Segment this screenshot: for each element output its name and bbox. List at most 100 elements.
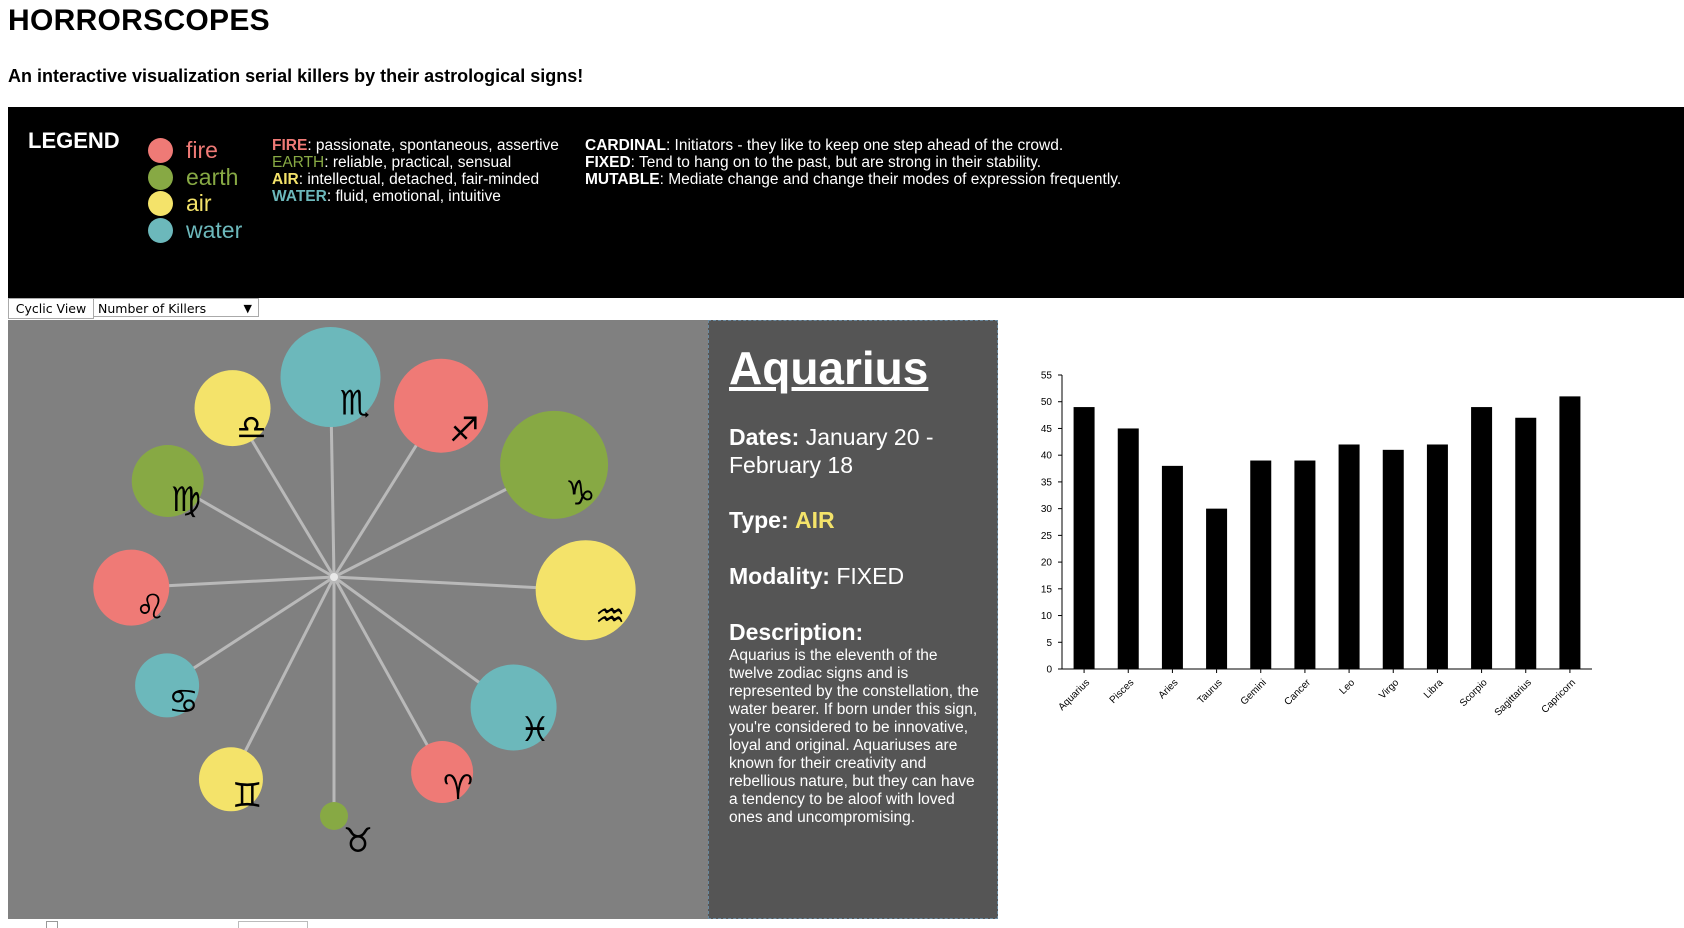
y-tick-label: 45 <box>1041 424 1053 435</box>
sign-circle-cancer[interactable] <box>135 653 200 718</box>
element-desc-water: WATER: fluid, emotional, intuitive <box>272 188 501 205</box>
sign-node-virgo[interactable]: ♍︎ <box>131 445 204 520</box>
earth-dot <box>148 165 173 190</box>
sign-circle-scorpio[interactable] <box>280 327 381 428</box>
bar-leo[interactable] <box>1338 444 1360 669</box>
x-tick-label: Scorpio <box>1458 677 1490 709</box>
sign-node-leo[interactable]: ♌︎ <box>93 549 170 628</box>
bar-virgo[interactable] <box>1382 449 1404 669</box>
sign-circle-aries[interactable] <box>411 741 474 804</box>
y-tick-label: 10 <box>1041 611 1053 622</box>
x-tick-label: Cancer <box>1282 677 1313 708</box>
element-desc-earth: EARTH: reliable, practical, sensual <box>272 154 512 171</box>
metric-select-value: Number of Killers <box>98 301 207 316</box>
y-tick-label: 35 <box>1041 477 1053 488</box>
page-title: HORRORSCOPES <box>8 4 270 37</box>
y-tick-label: 5 <box>1046 638 1052 649</box>
sign-glyph-sagittarius-icon: ♐︎ <box>449 411 479 451</box>
fire-dot <box>148 138 173 163</box>
zodiac-wheel: ♏︎ ♐︎ ♑︎ ♒︎ ♓︎ ♈︎ ♉︎ ♊︎ ♋︎ ♌︎ ♍︎ ♎︎ <box>8 320 708 919</box>
bar-cancer[interactable] <box>1294 460 1316 669</box>
x-tick-label: Capricorn <box>1540 677 1578 715</box>
sign-node-capricorn[interactable]: ♑︎ <box>500 410 609 519</box>
x-tick-label: Pisces <box>1108 677 1137 706</box>
sign-circle-sagittarius[interactable] <box>394 358 489 453</box>
bar-pisces[interactable] <box>1117 428 1139 669</box>
sign-glyph-pisces-icon: ♓︎ <box>520 710 550 750</box>
air-dot <box>148 191 173 216</box>
sign-node-scorpio[interactable]: ♏︎ <box>280 327 381 428</box>
x-tick-label: Gemini <box>1239 677 1269 707</box>
sign-node-aquarius[interactable]: ♒︎ <box>535 540 636 641</box>
legend-label-earth: earth <box>186 164 239 190</box>
sign-circle-aquarius[interactable] <box>535 540 636 641</box>
y-tick-label: 20 <box>1041 558 1053 569</box>
sign-node-aries[interactable]: ♈︎ <box>411 741 473 808</box>
x-tick-label: Taurus <box>1196 677 1225 706</box>
scroll-handle-2 <box>238 921 308 928</box>
sign-node-cancer[interactable]: ♋︎ <box>135 653 200 722</box>
modality-desc-mutable: MUTABLE: Mediate change and change their… <box>585 171 1122 188</box>
sign-node-sagittarius[interactable]: ♐︎ <box>394 358 489 453</box>
sign-info-panel: Aquarius Dates: January 20 - February 18… <box>708 320 998 919</box>
legend-title: LEGEND <box>28 128 120 153</box>
sign-circle-taurus[interactable] <box>320 802 348 830</box>
bar-sagittarius[interactable] <box>1515 417 1537 669</box>
sign-node-libra[interactable]: ♎︎ <box>194 370 271 448</box>
y-tick-label: 0 <box>1046 665 1052 676</box>
y-tick-label: 15 <box>1041 584 1053 595</box>
x-tick-label: Sagittarius <box>1493 677 1534 718</box>
y-tick-label: 25 <box>1041 531 1053 542</box>
sign-circle-capricorn[interactable] <box>500 410 609 519</box>
sign-circle-leo[interactable] <box>93 549 170 626</box>
sign-glyph-leo-icon: ♌︎ <box>135 588 165 628</box>
sign-node-pisces[interactable]: ♓︎ <box>470 664 557 751</box>
metric-select[interactable]: Number of Killers ▼ <box>93 298 259 317</box>
legend-label-air: air <box>186 190 212 216</box>
modality-desc-fixed: FIXED: Tend to hang on to the past, but … <box>585 154 1042 171</box>
wheel-spoke-aries <box>332 576 444 773</box>
bar-libra[interactable] <box>1426 444 1448 669</box>
water-dot <box>148 218 173 243</box>
sign-glyph-scorpio-icon: ♏︎ <box>340 384 370 424</box>
sign-node-taurus[interactable]: ♉︎ <box>320 802 373 861</box>
sign-glyph-libra-icon: ♎︎ <box>236 408 266 448</box>
sign-node-gemini[interactable]: ♊︎ <box>198 747 263 816</box>
x-tick-label: Aquarius <box>1057 677 1093 713</box>
y-tick-label: 30 <box>1041 504 1053 515</box>
x-tick-label: Libra <box>1422 677 1446 701</box>
cyclic-view-button[interactable]: Cyclic View <box>8 298 94 319</box>
description-heading: Description: <box>729 619 864 645</box>
x-tick-label: Aries <box>1157 677 1181 701</box>
bar-aries[interactable] <box>1161 465 1183 669</box>
bar-gemini[interactable] <box>1250 460 1272 669</box>
sign-type: Type: AIR <box>729 507 835 533</box>
y-tick-label: 55 <box>1041 371 1053 382</box>
scroll-handle <box>46 921 58 928</box>
sign-name: Aquarius <box>729 342 929 394</box>
sign-description: Aquarius is the eleventh of the twelve z… <box>729 647 979 826</box>
sign-dates: Dates: January 20 - February 18 <box>729 424 934 478</box>
sign-circle-pisces[interactable] <box>470 664 557 751</box>
element-desc-air: AIR: intellectual, detached, fair-minded <box>272 171 540 188</box>
legend-panel: LEGEND fire earth air water FIRE: passio… <box>8 107 1684 298</box>
bar-aquarius[interactable] <box>1073 407 1095 669</box>
legend-label-water: water <box>186 217 243 243</box>
bar-taurus[interactable] <box>1206 508 1228 669</box>
sign-glyph-aquarius-icon: ♒︎ <box>595 597 625 637</box>
bar-capricorn[interactable] <box>1559 396 1581 669</box>
y-tick-label: 40 <box>1041 451 1053 462</box>
sign-glyph-aries-icon: ♈︎ <box>443 768 473 808</box>
sign-circle-virgo[interactable] <box>131 445 204 517</box>
sign-circle-gemini[interactable] <box>198 747 263 812</box>
sign-glyph-cancer-icon: ♋︎ <box>168 682 198 722</box>
page-subtitle: An interactive visualization serial kill… <box>8 66 584 86</box>
sign-glyph-taurus-icon: ♉︎ <box>343 821 373 861</box>
bar-scorpio[interactable] <box>1471 407 1493 669</box>
legend-label-fire: fire <box>186 137 218 163</box>
chart-bars <box>1073 396 1581 669</box>
sign-circle-libra[interactable] <box>194 370 271 447</box>
sign-glyph-gemini-icon: ♊︎ <box>232 776 262 816</box>
sign-modality: Modality: FIXED <box>729 563 905 589</box>
wheel-signs: ♏︎ ♐︎ ♑︎ ♒︎ ♓︎ ♈︎ ♉︎ ♊︎ ♋︎ ♌︎ ♍︎ ♎︎ <box>93 327 636 861</box>
